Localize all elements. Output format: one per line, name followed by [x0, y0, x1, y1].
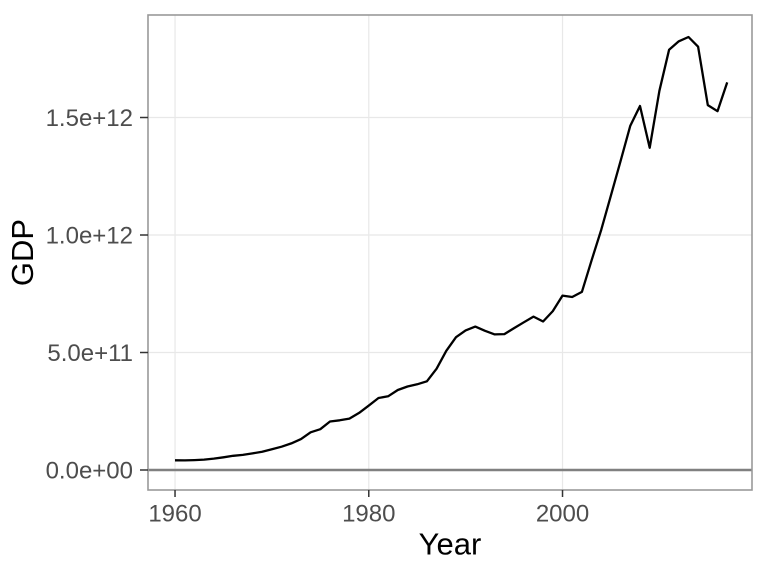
- x-tick-label: 2000: [536, 501, 589, 528]
- x-axis-title: Year: [419, 527, 482, 562]
- y-tick-label: 0.0e+00: [46, 458, 133, 485]
- gdp-data-line: [174, 35, 729, 462]
- y-tick-label: 5.0e+11: [47, 340, 133, 367]
- chart-plot-area: 0.0e+00 5.0e+11 1.0e+12 1.5e+12 1960 1980 2000: [46, 14, 753, 528]
- panel-border: [147, 14, 753, 491]
- y-tick-label: 1.5e+12: [46, 105, 133, 132]
- x-tick-label: 1980: [342, 501, 395, 528]
- x-tick-label: 1960: [148, 501, 201, 528]
- y-axis-title: GDP: [5, 219, 40, 286]
- y-tick-label: 1.0e+12: [46, 223, 133, 250]
